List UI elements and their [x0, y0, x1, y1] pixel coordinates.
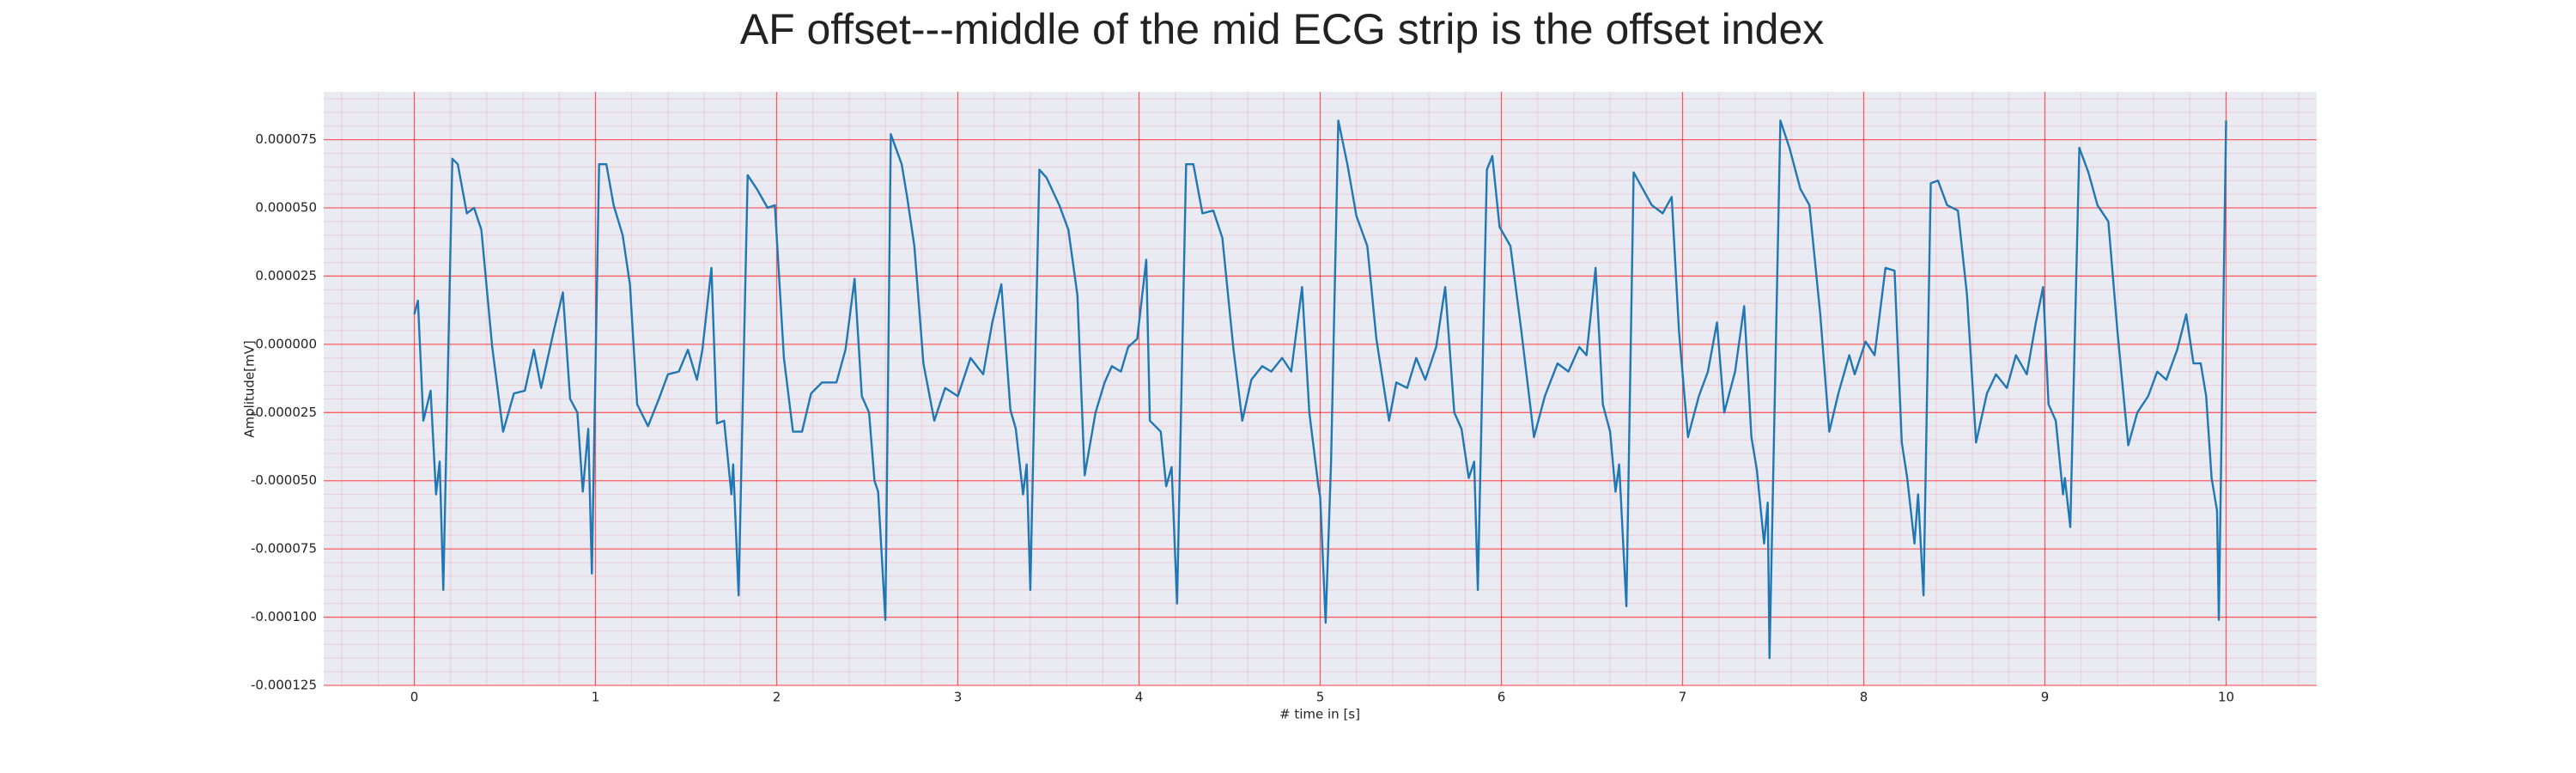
x-axis-label: # time in [s]: [1279, 707, 1360, 722]
y-tick-label: 0.000050: [255, 200, 317, 216]
y-tick-label: 0.000075: [255, 131, 317, 147]
x-tick-label: 8: [1860, 690, 1868, 705]
y-tick-label: -0.000075: [251, 541, 317, 557]
x-tick-label: 3: [954, 690, 963, 705]
y-tick-label: -0.000125: [251, 678, 317, 693]
x-tick-label: 9: [2041, 690, 2050, 705]
x-tick-label: 4: [1135, 690, 1144, 705]
y-tick-label: -0.000050: [251, 472, 317, 488]
x-tick-label: 7: [1679, 690, 1687, 705]
y-tick-label: 0.000000: [255, 336, 317, 351]
x-tick-label: 5: [1316, 690, 1325, 705]
x-tick-label: 2: [773, 690, 781, 705]
x-tick-label: 0: [410, 690, 419, 705]
x-tick-label: 1: [592, 690, 600, 705]
y-tick-label: -0.000025: [251, 405, 317, 420]
signal-line: [413, 119, 2227, 660]
y-tick-label: 0.000025: [255, 268, 317, 283]
chart-title: AF offset---middle of the mid ECG strip …: [740, 5, 1825, 53]
x-tick-label: 6: [1498, 690, 1506, 705]
x-tick-label: 10: [2218, 690, 2234, 705]
y-axis-label: Amplitude[mV]: [242, 340, 258, 437]
y-tick-label: -0.000100: [251, 609, 317, 624]
